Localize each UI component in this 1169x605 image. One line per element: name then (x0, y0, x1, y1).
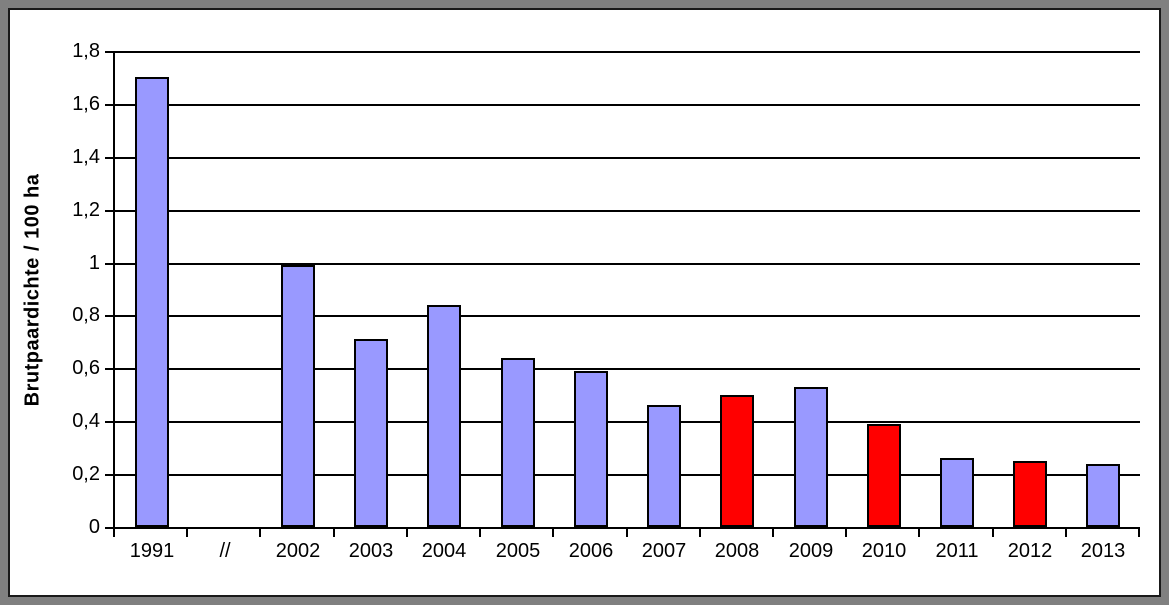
bar-2005 (501, 358, 535, 527)
bar-2007 (647, 405, 681, 527)
y-tick-label: 0 (88, 516, 100, 538)
y-tick-label: 1 (88, 252, 100, 274)
y-gridline (115, 315, 1140, 317)
y-axis-tick (105, 51, 115, 53)
bar-1991 (135, 77, 169, 527)
y-tick-label: 0,8 (72, 304, 100, 326)
x-axis-tick (772, 527, 774, 537)
x-label-2004: 2004 (421, 540, 467, 562)
x-axis-tick (845, 527, 847, 537)
x-label-2007: 2007 (641, 540, 687, 562)
y-gridline (115, 157, 1140, 159)
bar-2008 (720, 395, 754, 527)
x-axis-tick (552, 527, 554, 537)
x-axis-tick (1138, 527, 1140, 537)
x-label-2013: 2013 (1080, 540, 1126, 562)
y-axis-tick (105, 368, 115, 370)
y-tick-label: 0,6 (72, 357, 100, 379)
y-gridline (115, 51, 1140, 53)
y-axis-tick (105, 474, 115, 476)
x-label-2006: 2006 (568, 540, 614, 562)
y-axis-tick (105, 210, 115, 212)
x-axis-tick (699, 527, 701, 537)
y-tick-label: 1,6 (72, 93, 100, 115)
y-gridline (115, 421, 1140, 423)
x-label-2008: 2008 (714, 540, 760, 562)
bar-2002 (281, 265, 315, 527)
y-gridline (115, 210, 1140, 212)
bar-2013 (1086, 464, 1120, 527)
y-axis-tick (105, 104, 115, 106)
x-axis-tick (113, 527, 115, 537)
bar-2010 (867, 424, 901, 527)
y-axis-tick (105, 263, 115, 265)
x-axis-tick (1065, 527, 1067, 537)
x-label-1991: 1991 (129, 540, 175, 562)
y-axis-tick (105, 421, 115, 423)
y-axis-tick (105, 315, 115, 317)
x-label-axis-break: // (219, 540, 231, 562)
bar-2011 (940, 458, 974, 527)
y-axis-tick (105, 527, 115, 529)
x-label-2003: 2003 (348, 540, 394, 562)
x-label-2005: 2005 (495, 540, 541, 562)
x-axis-tick (992, 527, 994, 537)
bar-2009 (794, 387, 828, 527)
x-axis-tick (333, 527, 335, 537)
plot-area: 0 0,2 0,4 0,6 0,8 1 1,2 1,4 1,6 1,8 1991 // 2002 2003… (72, 40, 1140, 562)
x-axis-tick (186, 527, 188, 537)
y-tick-label: 0,2 (72, 463, 100, 485)
y-tick-label: 1,4 (72, 146, 100, 168)
y-gridline (115, 263, 1140, 265)
x-axis-tick (626, 527, 628, 537)
bar-2012 (1013, 461, 1047, 527)
x-axis-tick (479, 527, 481, 537)
y-gridline (115, 104, 1140, 106)
bar-2004 (427, 305, 461, 527)
x-label-2002: 2002 (275, 540, 321, 562)
y-tick-label: 0,4 (72, 410, 100, 432)
y-gridline (115, 474, 1140, 476)
x-label-2012: 2012 (1007, 540, 1053, 562)
x-axis-tick (918, 527, 920, 537)
bar-2006 (574, 371, 608, 527)
bar-2003 (354, 339, 388, 527)
x-label-2010: 2010 (861, 540, 907, 562)
y-tick-label: 1,8 (72, 40, 100, 62)
y-gridline (115, 368, 1140, 370)
x-label-2009: 2009 (788, 540, 834, 562)
x-label-2011: 2011 (935, 540, 979, 562)
x-axis-tick (406, 527, 408, 537)
x-axis-tick (259, 527, 261, 537)
y-axis-tick (105, 157, 115, 159)
y-tick-label: 1,2 (72, 199, 100, 221)
